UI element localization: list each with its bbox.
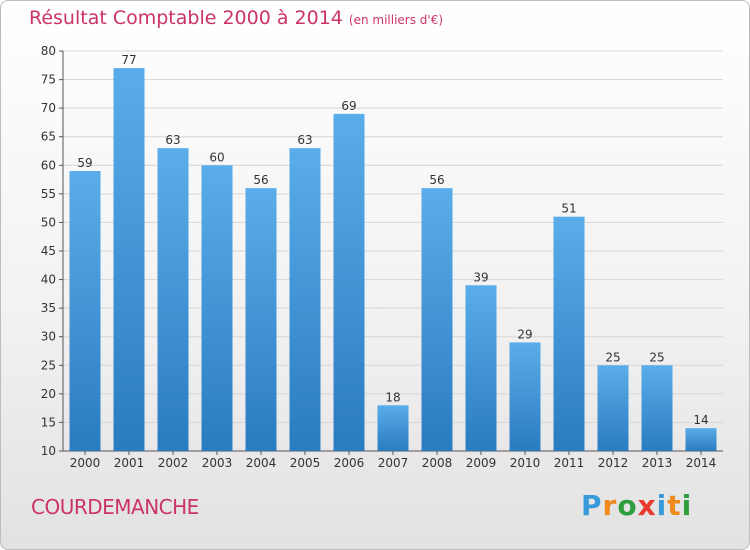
- bar: [377, 405, 409, 451]
- bar: [421, 188, 453, 451]
- bar: [113, 68, 145, 452]
- logo-letter: t: [667, 489, 682, 522]
- x-tick-label: 2014: [686, 456, 717, 470]
- bar: [289, 148, 321, 451]
- x-tick-label: 2008: [422, 456, 453, 470]
- y-tick-label: 45: [41, 244, 56, 258]
- y-tick-label: 20: [41, 387, 56, 401]
- x-tick-label: 2006: [334, 456, 365, 470]
- bar: [157, 148, 189, 451]
- bar: [333, 113, 365, 451]
- proxiti-logo: Proxiti: [581, 489, 692, 522]
- chart-unit: (en milliers d'€): [348, 13, 444, 27]
- y-tick-label: 60: [41, 158, 56, 172]
- y-tick-label: 15: [41, 415, 56, 429]
- bar-value-label: 60: [209, 150, 224, 164]
- y-tick-label: 35: [41, 301, 56, 315]
- y-tick-label: 50: [41, 215, 56, 229]
- bar-value-label: 56: [429, 173, 444, 187]
- bar-value-label: 14: [693, 413, 708, 427]
- bar-value-label: 56: [253, 173, 268, 187]
- bar: [685, 428, 717, 451]
- bar: [597, 365, 629, 451]
- y-tick-label: 70: [41, 101, 56, 115]
- labels-layer: 10 15 20 25 30 35 40 45 50 55 60 65 70 75 80 59 2000 77 20…: [41, 44, 717, 470]
- bar: [641, 365, 673, 451]
- bar: [201, 165, 233, 452]
- y-tick-label: 25: [41, 358, 56, 372]
- bar-value-label: 69: [341, 99, 356, 113]
- bar: [69, 171, 101, 451]
- y-tick-label: 40: [41, 273, 56, 287]
- bar-chart: 10 15 20 25 30 35 40 45 50 55 60 65 70 75 80 59 2000 77 20…: [41, 44, 723, 470]
- bar-value-label: 63: [165, 133, 180, 147]
- bar-value-label: 25: [605, 350, 620, 364]
- logo-letter: o: [617, 489, 638, 522]
- bar-value-label: 18: [385, 390, 400, 404]
- x-tick-label: 2013: [642, 456, 673, 470]
- bar-value-label: 59: [77, 156, 92, 170]
- x-tick-label: 2007: [378, 456, 409, 470]
- y-tick-label: 10: [41, 444, 56, 458]
- logo-letter: r: [602, 489, 618, 522]
- bars-layer: [69, 68, 717, 452]
- x-tick-label: 2001: [114, 456, 145, 470]
- y-tick-label: 80: [41, 44, 56, 58]
- bar-value-label: 25: [649, 350, 664, 364]
- x-tick-label: 2002: [158, 456, 189, 470]
- logo-letter: i: [681, 489, 693, 522]
- x-tick-label: 2009: [466, 456, 497, 470]
- logo-letter: i: [656, 489, 668, 522]
- logo-letter: x: [637, 489, 657, 522]
- x-tick-label: 2010: [510, 456, 541, 470]
- bar: [245, 188, 277, 451]
- x-tick-label: 2000: [70, 456, 101, 470]
- chart-title: Résultat Comptable 2000 à 2014 (en millie…: [29, 7, 443, 29]
- y-tick-label: 75: [41, 73, 56, 87]
- bar-value-label: 63: [297, 133, 312, 147]
- commune-name: COURDEMANCHE: [31, 495, 199, 519]
- x-tick-label: 2011: [554, 456, 585, 470]
- bar: [465, 285, 497, 451]
- y-tick-label: 55: [41, 187, 56, 201]
- x-tick-label: 2012: [598, 456, 629, 470]
- bar-value-label: 39: [473, 270, 488, 284]
- chart-title-text: Résultat Comptable 2000 à 2014: [29, 7, 343, 29]
- bar: [509, 342, 541, 451]
- x-tick-label: 2004: [246, 456, 277, 470]
- bar-value-label: 77: [121, 53, 136, 67]
- bar: [553, 216, 585, 451]
- y-tick-label: 65: [41, 130, 56, 144]
- logo-letter: P: [581, 489, 603, 522]
- x-tick-label: 2005: [290, 456, 321, 470]
- bar-value-label: 51: [561, 202, 576, 216]
- y-tick-label: 30: [41, 330, 56, 344]
- bar-value-label: 29: [517, 327, 532, 341]
- x-tick-label: 2003: [202, 456, 233, 470]
